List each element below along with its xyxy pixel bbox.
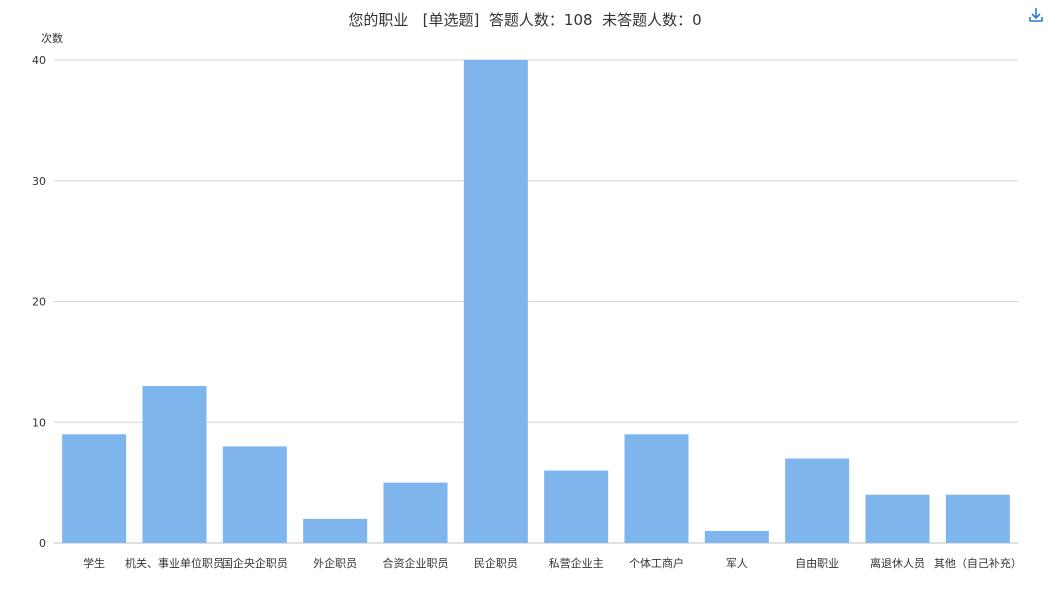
title-answered-count: 答题人数：108 [488,11,593,29]
x-tick-label: 民企职员 [474,556,518,570]
bar [222,446,287,543]
title-question: 您的职业 [348,11,409,29]
y-axis-label: 次数 [41,31,63,45]
bars [62,60,1010,543]
title-type-tag: [单选题] [422,11,480,29]
bar [704,530,769,543]
y-tick-label: 40 [32,54,46,67]
bar [303,518,368,543]
x-tick-label: 军人 [726,557,748,570]
x-tick-label: 离退休人员 [870,556,925,570]
x-tick-label: 私营企业主 [549,556,604,570]
bar [142,386,207,543]
x-tick-label: 机关、事业单位职员 [125,556,224,570]
x-tick-label: 国企央企职员 [222,556,288,570]
bar [624,434,689,543]
y-tick-label: 10 [32,416,46,429]
y-tick-label: 0 [39,537,46,550]
bar [945,494,1010,543]
bar [785,458,850,543]
gridlines [54,59,1018,544]
x-tick-label: 学生 [83,556,105,570]
x-tick-label: 合资企业职员 [383,556,449,570]
x-tick-label: 外企职员 [313,556,357,570]
chart-title: 您的职业 [单选题] 答题人数：108 未答题人数：0 [0,9,1050,30]
y-tick-label: 20 [32,296,46,309]
download-button[interactable] [1027,6,1045,24]
y-tick-label: 30 [32,175,46,188]
download-icon [1029,8,1043,22]
x-tick-label: 自由职业 [795,556,839,570]
bar [383,482,448,543]
x-tick-label: 其他（自己补充） [934,556,1022,570]
bar [463,60,528,543]
bar [544,470,609,543]
x-tick-label: 个体工商户 [629,556,684,570]
title-unanswered-count: 未答题人数：0 [602,11,702,29]
bar [865,494,930,543]
bar [62,434,127,543]
